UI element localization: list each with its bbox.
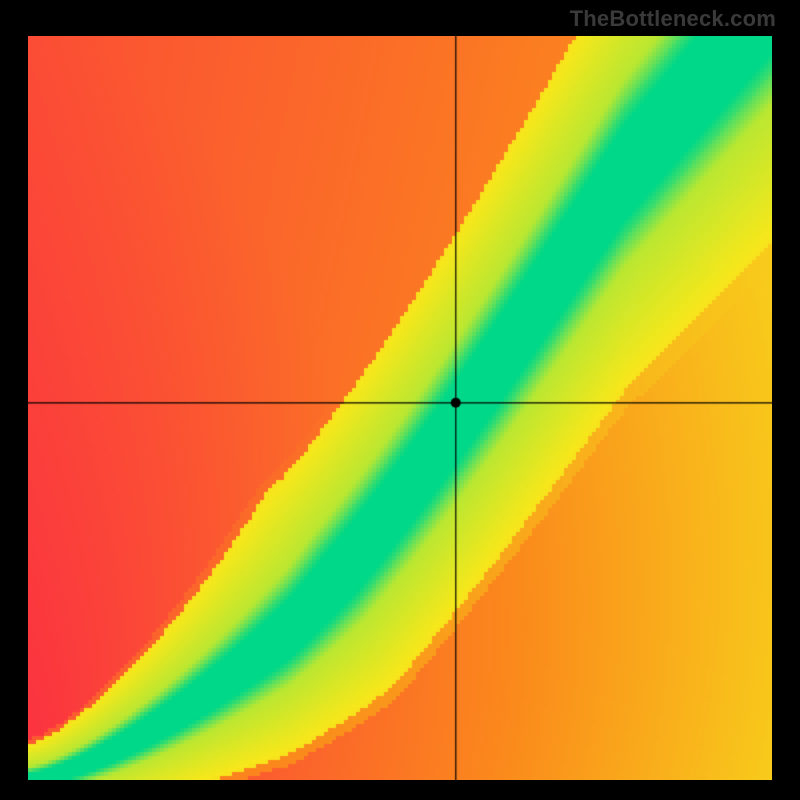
- chart-container: { "watermark": { "text": "TheBottleneck.…: [0, 0, 800, 800]
- bottleneck-heatmap: [28, 36, 772, 780]
- watermark-text: TheBottleneck.com: [570, 6, 776, 32]
